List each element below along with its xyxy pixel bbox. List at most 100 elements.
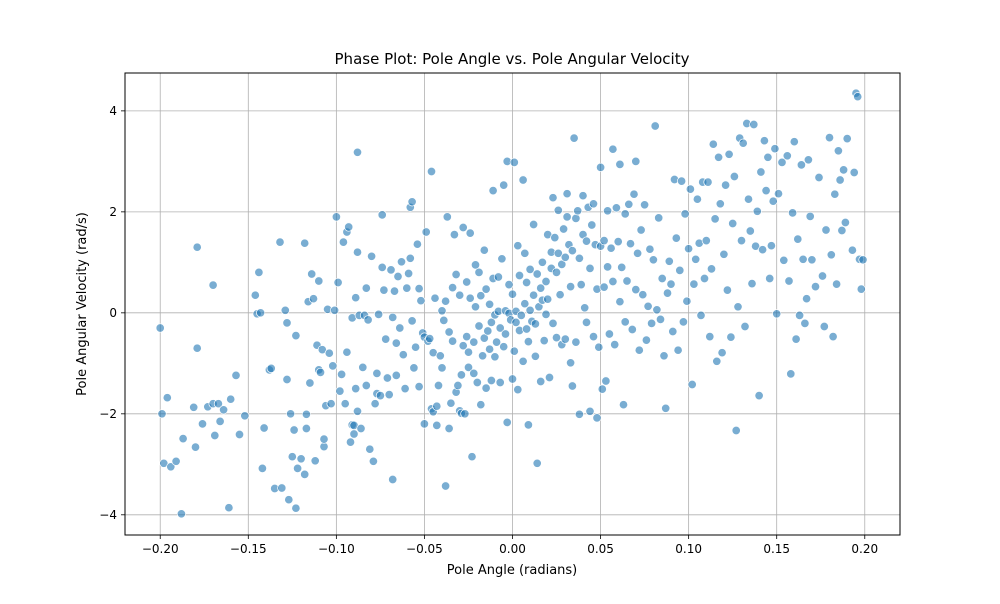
data-point (553, 248, 563, 258)
data-point (779, 255, 789, 265)
data-point (488, 186, 498, 196)
data-point (673, 345, 683, 355)
data-point (333, 277, 343, 288)
data-point (446, 398, 456, 408)
data-point (560, 252, 570, 262)
data-point (414, 382, 424, 392)
data-point (430, 293, 440, 303)
data-point (856, 284, 866, 294)
data-point (611, 203, 621, 213)
data-point (721, 180, 731, 190)
data-point (463, 362, 474, 372)
data-point (604, 329, 614, 339)
data-point (305, 378, 315, 388)
data-point (266, 363, 276, 373)
data-point (710, 214, 720, 224)
data-point (409, 363, 419, 373)
data-point (509, 346, 519, 356)
data-point (178, 434, 188, 444)
data-point (615, 297, 625, 307)
data-point (254, 267, 264, 277)
data-point (736, 236, 747, 246)
data-point (832, 279, 842, 289)
data-point (372, 368, 382, 378)
data-point (478, 351, 488, 361)
data-point (476, 400, 486, 410)
data-point (701, 236, 711, 246)
data-point (432, 420, 442, 430)
data-point (257, 463, 267, 473)
data-point (819, 321, 829, 332)
data-point (155, 323, 165, 333)
data-point (483, 326, 493, 336)
data-point (782, 151, 792, 161)
data-point (668, 326, 678, 337)
data-point (625, 239, 636, 249)
data-point (793, 234, 803, 244)
data-point (507, 374, 518, 384)
data-point (588, 199, 599, 209)
data-point (555, 290, 565, 300)
data-point (358, 362, 368, 372)
data-point (224, 503, 234, 513)
data-point (585, 406, 595, 416)
x-tick-label: −0.15 (230, 542, 267, 556)
data-point (485, 299, 495, 309)
data-point (569, 133, 579, 143)
data-point (319, 442, 329, 452)
data-point (467, 452, 477, 462)
y-tick-label: −4 (99, 508, 117, 522)
data-point (603, 206, 613, 216)
y-tick-label: −2 (99, 407, 117, 421)
data-point (758, 245, 768, 255)
data-point (717, 348, 727, 358)
data-point (657, 273, 667, 284)
data-point (814, 172, 824, 183)
data-point (562, 189, 572, 199)
data-point (620, 317, 630, 327)
data-point (858, 255, 868, 265)
data-point (226, 394, 236, 404)
data-point (516, 310, 526, 320)
data-point (520, 299, 530, 309)
data-point (689, 279, 699, 289)
data-point (300, 469, 310, 479)
data-point (352, 147, 363, 157)
data-point (439, 315, 449, 325)
data-point (645, 244, 655, 254)
data-point (828, 332, 838, 342)
data-point (803, 155, 813, 165)
data-point (824, 133, 835, 143)
y-axis-label: Pole Angular Velocity (rad/s) (75, 212, 90, 396)
data-point (536, 376, 546, 387)
data-point (620, 209, 630, 219)
data-point (581, 236, 592, 246)
data-point (277, 483, 287, 493)
data-point (289, 425, 299, 435)
x-tick-label: 0.00 (499, 542, 526, 556)
data-point (507, 289, 518, 299)
data-point (747, 279, 757, 289)
data-point (648, 255, 658, 265)
data-point (453, 380, 463, 391)
data-point (791, 334, 801, 344)
data-point (777, 157, 787, 167)
data-point (754, 391, 764, 401)
data-point (624, 199, 634, 209)
x-tick-label: 0.05 (587, 542, 614, 556)
data-point (389, 286, 400, 296)
data-point (617, 262, 627, 272)
data-point (192, 242, 202, 252)
data-point (421, 227, 431, 237)
x-tick-label: −0.05 (406, 542, 443, 556)
data-point (610, 340, 620, 350)
data-point (367, 251, 377, 261)
data-point (291, 331, 301, 341)
data-point (810, 282, 821, 292)
data-point (393, 271, 403, 282)
data-point (647, 318, 657, 328)
data-point (574, 409, 584, 419)
data-point (606, 243, 616, 253)
data-point (208, 280, 218, 290)
data-point (284, 495, 294, 505)
